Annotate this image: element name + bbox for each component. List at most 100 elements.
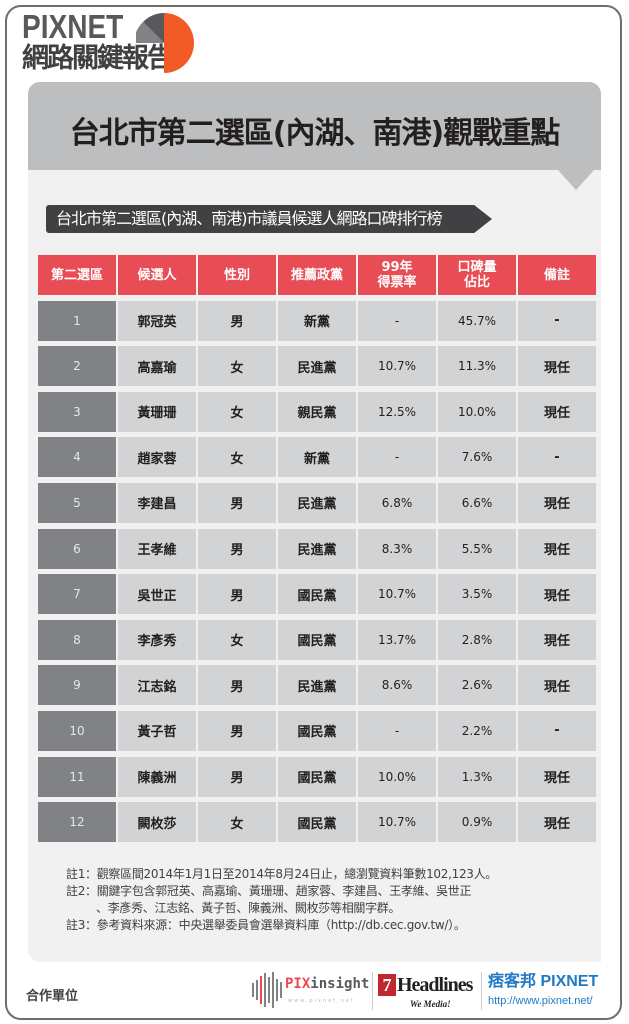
note-cell: 現任 — [518, 574, 596, 615]
pixnet-url[interactable]: http://www.pixnet.net/ — [488, 995, 593, 1007]
pixinsight-url: www.pixnet.net — [288, 998, 355, 1004]
vote-rate-cell: 13.7% — [358, 619, 436, 660]
title-banner: 台北市第二選區(內湖、南港)觀戰重點 — [28, 82, 601, 170]
note-cell: - — [518, 710, 596, 751]
divider — [481, 972, 482, 1010]
party-cell: 民進黨 — [278, 665, 356, 706]
party-cell: 新黨 — [278, 300, 356, 341]
headlines-name: Headlines — [397, 974, 473, 996]
headlines-seven: 7 — [378, 974, 396, 996]
column-header: 性別 — [198, 255, 276, 295]
headlines-tagline: We Media! — [410, 999, 451, 1009]
party-cell: 新黨 — [278, 437, 356, 478]
gender-cell: 男 — [198, 756, 276, 797]
candidate-cell: 陳義洲 — [118, 756, 196, 797]
buzz-share-cell: 2.8% — [438, 619, 516, 660]
pixnet-logo: 痞客邦 PIXNET — [488, 973, 599, 990]
column-header: 備註 — [518, 255, 596, 295]
vote-rate-cell: 12.5% — [358, 391, 436, 432]
page-title: 台北市第二選區(內湖、南港)觀戰重點 — [69, 116, 560, 151]
gender-cell: 男 — [198, 665, 276, 706]
buzz-share-cell: 1.3% — [438, 756, 516, 797]
candidate-cell: 李建昌 — [118, 482, 196, 523]
vote-rate-cell: 10.7% — [358, 802, 436, 843]
note-cell: 現任 — [518, 756, 596, 797]
gender-cell: 男 — [198, 574, 276, 615]
vote-rate-cell: - — [358, 710, 436, 751]
gender-cell: 女 — [198, 391, 276, 432]
rank-cell: 5 — [38, 482, 116, 523]
page-frame — [5, 5, 622, 1020]
gender-cell: 男 — [198, 528, 276, 569]
candidate-cell: 趙家蓉 — [118, 437, 196, 478]
gender-cell: 男 — [198, 482, 276, 523]
column-header: 推薦政黨 — [278, 255, 356, 295]
vote-rate-cell: 8.6% — [358, 665, 436, 706]
note-2: 註2：關鍵字包含郭冠英、高嘉瑜、黃珊珊、趙家蓉、李建昌、王孝維、吳世正 — [66, 884, 472, 898]
rank-cell: 4 — [38, 437, 116, 478]
pixinsight-logo: PIXinsight www.pixnet.net — [252, 972, 370, 1010]
column-header: 候選人 — [118, 255, 196, 295]
note-cell: - — [518, 437, 596, 478]
vote-rate-cell: - — [358, 300, 436, 341]
pixinsight-insight: insight — [310, 976, 370, 992]
pie-chart-logo-icon — [136, 13, 194, 73]
column-header: 第二選區 — [38, 255, 116, 295]
gender-cell: 女 — [198, 619, 276, 660]
buzz-share-cell: 11.3% — [438, 346, 516, 387]
candidate-cell: 高嘉瑜 — [118, 346, 196, 387]
gender-cell: 女 — [198, 437, 276, 478]
rank-cell: 11 — [38, 756, 116, 797]
partner-label: 合作單位 — [26, 989, 79, 1004]
soundwave-icon — [252, 972, 282, 1008]
gender-cell: 女 — [198, 802, 276, 843]
candidate-cell: 闕枚莎 — [118, 802, 196, 843]
gender-cell: 男 — [198, 710, 276, 751]
candidate-cell: 黃子哲 — [118, 710, 196, 751]
party-cell: 民進黨 — [278, 482, 356, 523]
party-cell: 親民黨 — [278, 391, 356, 432]
note-3: 註3：參考資料來源：中央選舉委員會選舉資料庫（http://db.cec.gov… — [66, 918, 466, 932]
buzz-share-cell: 6.6% — [438, 482, 516, 523]
vote-rate-cell: 10.7% — [358, 574, 436, 615]
column-header: 99年 得票率 — [358, 255, 436, 295]
vote-rate-cell: 6.8% — [358, 482, 436, 523]
party-cell: 民進黨 — [278, 528, 356, 569]
gender-cell: 女 — [198, 346, 276, 387]
vote-rate-cell: - — [358, 437, 436, 478]
note-2-cont: 、李彥秀、江志銘、黃子哲、陳義洲、闕枚莎等相關字群。 — [96, 901, 401, 915]
footnotes: 註1：觀察區間2014年1月1日至2014年8月24日止，總瀏覽資料筆數102,… — [66, 866, 497, 934]
vote-rate-cell: 10.7% — [358, 346, 436, 387]
buzz-share-cell: 3.5% — [438, 574, 516, 615]
note-1: 註1：觀察區間2014年1月1日至2014年8月24日止，總瀏覽資料筆數102,… — [66, 867, 498, 881]
vote-rate-cell: 10.0% — [358, 756, 436, 797]
brand-logo-zh: 網路關鍵報告 — [22, 43, 174, 74]
rank-cell: 6 — [38, 528, 116, 569]
rank-cell: 10 — [38, 710, 116, 751]
note-cell: 現任 — [518, 391, 596, 432]
party-cell: 國民黨 — [278, 756, 356, 797]
buzz-share-cell: 2.2% — [438, 710, 516, 751]
rank-cell: 12 — [38, 802, 116, 843]
note-cell: 現任 — [518, 346, 596, 387]
rank-cell: 1 — [38, 300, 116, 341]
rank-cell: 2 — [38, 346, 116, 387]
party-cell: 國民黨 — [278, 710, 356, 751]
vote-rate-cell: 8.3% — [358, 528, 436, 569]
note-cell: 現任 — [518, 802, 596, 843]
candidate-cell: 黃珊珊 — [118, 391, 196, 432]
buzz-share-cell: 2.6% — [438, 665, 516, 706]
brand-logo-en: PIXNET — [22, 8, 124, 45]
note-cell: - — [518, 300, 596, 341]
rank-cell: 3 — [38, 391, 116, 432]
gender-cell: 男 — [198, 300, 276, 341]
column-header: 口碑量 佔比 — [438, 255, 516, 295]
divider — [372, 972, 373, 1010]
note-cell: 現任 — [518, 528, 596, 569]
candidate-cell: 王孝維 — [118, 528, 196, 569]
headlines-logo: 7 Headlines — [378, 974, 473, 996]
note-cell: 現任 — [518, 665, 596, 706]
candidate-cell: 江志銘 — [118, 665, 196, 706]
ranking-table: 第二選區 候選人 性別 推薦政黨 99年 得票率 口碑量 佔比 備註 1 郭冠英男新黨 -45.7… — [38, 255, 596, 843]
buzz-share-cell: 7.6% — [438, 437, 516, 478]
